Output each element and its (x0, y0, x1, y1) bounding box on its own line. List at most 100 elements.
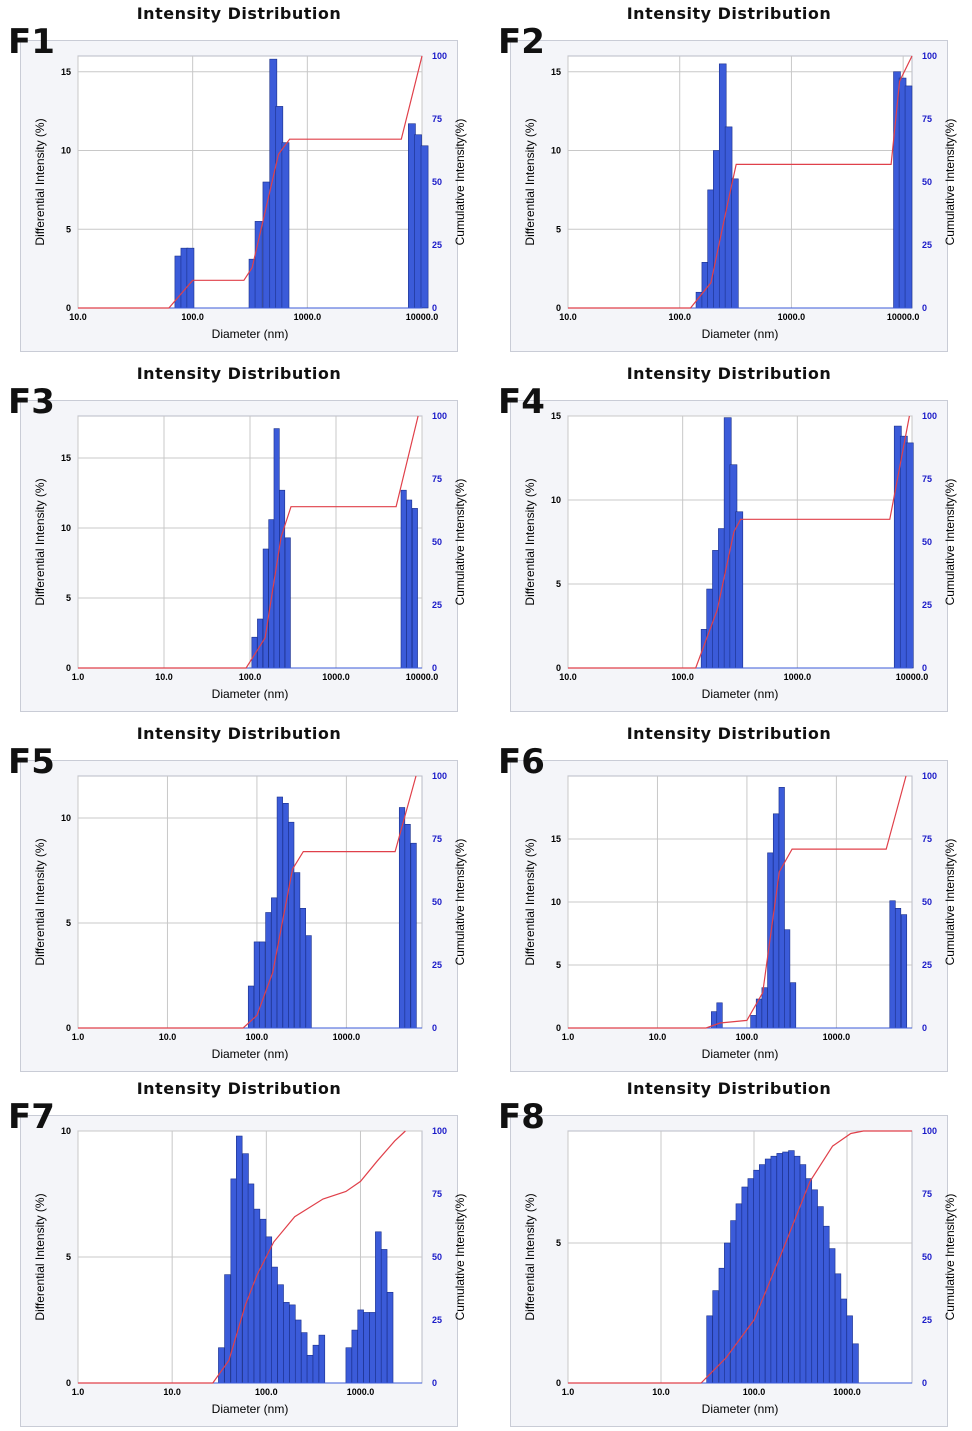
x-tick-label: 100.0 (181, 312, 204, 322)
histogram-bar (363, 1312, 370, 1384)
histogram-bar (724, 126, 733, 309)
histogram-bar (253, 1208, 261, 1384)
y2-tick-label: 0 (922, 1378, 927, 1388)
chart-panel-f4: Intensity Distribution F4 10.0 100.0 1000.… (490, 360, 968, 716)
chart-svg: 1.0 10.0 100.0 1000.0 10000.0051015025507510… (33, 411, 467, 701)
y2-tick-label: 75 (432, 834, 442, 844)
histogram-bar (741, 1186, 748, 1384)
y-tick-label: 15 (61, 67, 71, 77)
y-tick-label: 5 (66, 1252, 71, 1262)
histogram-bar (750, 1015, 757, 1029)
plot-area (567, 55, 913, 309)
histogram-bar (262, 181, 271, 309)
y2-tick-label: 50 (432, 177, 442, 187)
y-axis-label: Differential Intensity (%) (33, 118, 47, 245)
y2-tick-label: 100 (922, 51, 937, 61)
chart-title: Intensity Distribution (136, 1079, 342, 1098)
x-tick-label: 1000.0 (347, 1387, 375, 1397)
histogram-bar (369, 1312, 376, 1384)
histogram-bar (284, 537, 291, 669)
chart-panel-f2: Intensity Distribution F2 10.0 100.0 1000.… (490, 0, 968, 356)
y-axis-label: Differential Intensity (%) (523, 118, 537, 245)
histogram-bar (782, 1151, 789, 1384)
y2-tick-label: 0 (922, 1023, 927, 1033)
y-tick-label: 5 (66, 918, 71, 928)
histogram-bar (788, 1150, 795, 1384)
y-tick-label: 5 (556, 579, 561, 589)
x-axis-label: Diameter (nm) (212, 687, 289, 701)
histogram-bar (268, 519, 275, 669)
y2-tick-label: 100 (432, 771, 447, 781)
chart-svg: 1.0 10.0 100.0 1000.005100255075100Diameter… (33, 1126, 467, 1416)
y2-tick-label: 50 (922, 1252, 932, 1262)
chart-title: Intensity Distribution (136, 364, 342, 383)
y2-tick-label: 25 (922, 1315, 932, 1325)
y-tick-label: 5 (66, 224, 71, 234)
y2-axis-label: Cumulative Intensity(%) (943, 119, 957, 246)
x-tick-label: 10000.0 (896, 672, 929, 682)
y-tick-label: 15 (551, 834, 561, 844)
histogram-bar (279, 489, 286, 669)
chart-title: Intensity Distribution (136, 724, 342, 743)
x-tick-label: 10.0 (559, 312, 577, 322)
chart-svg: 10.0 100.0 1000.0 10000.00510150255075100Di… (523, 411, 957, 701)
histogram-bar (265, 1236, 273, 1384)
y2-tick-label: 0 (432, 1378, 437, 1388)
histogram-bar (778, 787, 785, 1029)
histogram-bar (772, 813, 780, 1029)
x-tick-label: 10.0 (155, 672, 173, 682)
histogram-bar (265, 912, 272, 1029)
x-tick-label: 1000.0 (823, 1032, 851, 1042)
histogram-bar (218, 1347, 225, 1384)
x-axis-label: Diameter (nm) (212, 1047, 289, 1061)
chart-panel-f5: Intensity Distribution F5 1.0 10.0 100.0 10… (0, 720, 478, 1076)
x-tick-label: 1.0 (72, 1387, 85, 1397)
chart-title: Intensity Distribution (626, 4, 832, 23)
y-tick-label: 10 (61, 523, 71, 533)
histogram-bar (186, 247, 195, 309)
histogram-bar (318, 1334, 326, 1384)
y2-axis-label: Cumulative Intensity(%) (943, 1194, 957, 1321)
panel-label: F6 (498, 742, 545, 782)
histogram-bar (224, 1274, 231, 1384)
y-axis-label: Differential Intensity (%) (33, 478, 47, 605)
y2-tick-label: 50 (922, 897, 932, 907)
y2-tick-label: 25 (922, 240, 932, 250)
y-tick-label: 15 (61, 453, 71, 463)
y-tick-label: 15 (551, 67, 561, 77)
histogram-bar (758, 1164, 766, 1384)
y-tick-label: 5 (556, 960, 561, 970)
x-tick-label: 100.0 (736, 1032, 759, 1042)
histogram-bar (247, 985, 255, 1029)
histogram-bar (400, 489, 407, 669)
chart-panel-f3: Intensity Distribution F3 1.0 10.0 100.0 10… (0, 360, 478, 716)
histogram-bar (386, 1291, 394, 1384)
chart-title: Intensity Distribution (626, 724, 832, 743)
x-tick-label: 10000.0 (406, 672, 439, 682)
y2-tick-label: 50 (432, 537, 442, 547)
y2-tick-label: 100 (922, 771, 937, 781)
chart-svg: 1.0 10.0 100.0 1000.0 0 5 10 15 0 25 50 75 100 Diamet… (523, 771, 957, 1061)
histogram-bar (900, 914, 908, 1029)
y-tick-label: 0 (556, 303, 561, 313)
chart-title: Intensity Distribution (626, 364, 832, 383)
y-tick-label: 5 (556, 224, 561, 234)
cumulative-line (568, 775, 907, 1029)
x-tick-label: 100.0 (743, 1387, 766, 1397)
histogram-bar (784, 929, 791, 1029)
histogram-bar (411, 508, 418, 669)
cumulative-line (568, 1130, 912, 1384)
histogram-bar (300, 1332, 308, 1384)
y2-tick-label: 75 (432, 114, 442, 124)
x-tick-label: 100.0 (671, 672, 694, 682)
histogram-bar (294, 1319, 302, 1384)
histogram-bar (718, 1267, 726, 1384)
y2-tick-label: 50 (922, 537, 932, 547)
cumulative-line (78, 55, 423, 309)
x-tick-label: 10000.0 (887, 312, 920, 322)
panel-label: F4 (498, 382, 545, 422)
histogram-bar (357, 1309, 364, 1384)
histogram-bar (312, 1344, 320, 1384)
cumulative-line (568, 55, 913, 309)
